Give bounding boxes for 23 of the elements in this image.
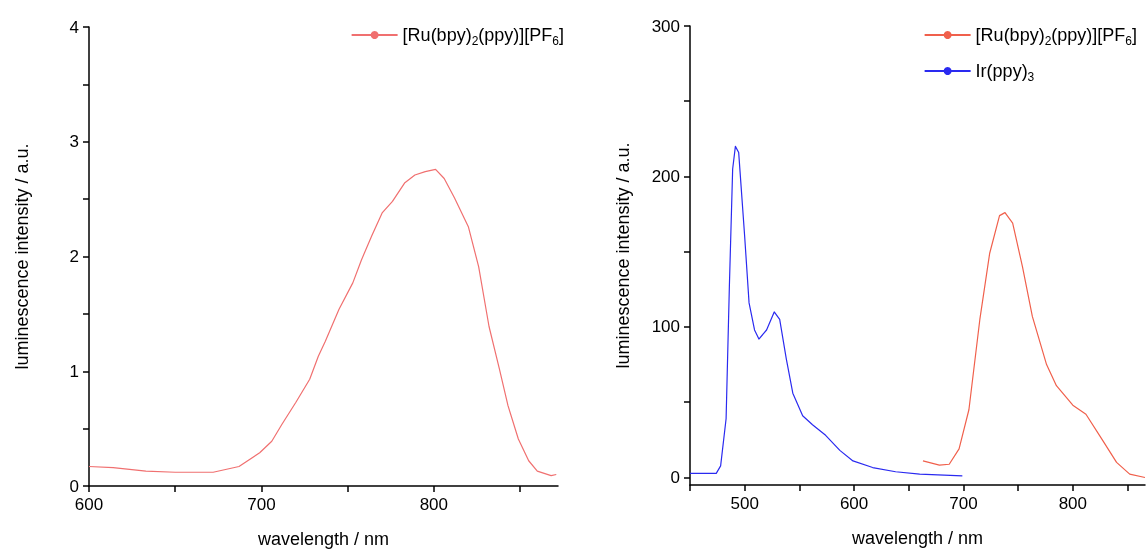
line-series: [922, 212, 1146, 479]
y-axis-title: luminescence intensity / a.u.: [12, 143, 32, 370]
y-tick-label: 1: [69, 361, 79, 381]
y-tick-label: 2: [69, 247, 79, 266]
y-tick-label: 0: [670, 467, 680, 487]
x-axis-title: wavelength / nm: [850, 528, 984, 548]
line-series: [689, 145, 963, 477]
x-tick-label: 700: [949, 494, 978, 513]
x-tick-label: 700: [247, 495, 276, 514]
x-tick-label: 600: [74, 495, 104, 514]
line-series: [88, 168, 557, 477]
y-tick-label: 0: [69, 476, 79, 496]
x-tick-label: 800: [419, 495, 449, 514]
x-axis-title: wavelength / nm: [256, 529, 390, 549]
y-tick-label: 100: [651, 317, 680, 337]
y-tick-label: 200: [651, 166, 680, 186]
x-tick-label: 500: [730, 494, 759, 513]
y-tick-label: 4: [69, 17, 79, 37]
x-tick-label: 800: [1058, 494, 1087, 513]
x-tick-label: 600: [839, 494, 869, 513]
y-tick-label: 300: [651, 16, 680, 36]
y-axis-title: luminescence intensity / a.u.: [613, 142, 633, 369]
y-tick-label: 3: [69, 132, 79, 152]
